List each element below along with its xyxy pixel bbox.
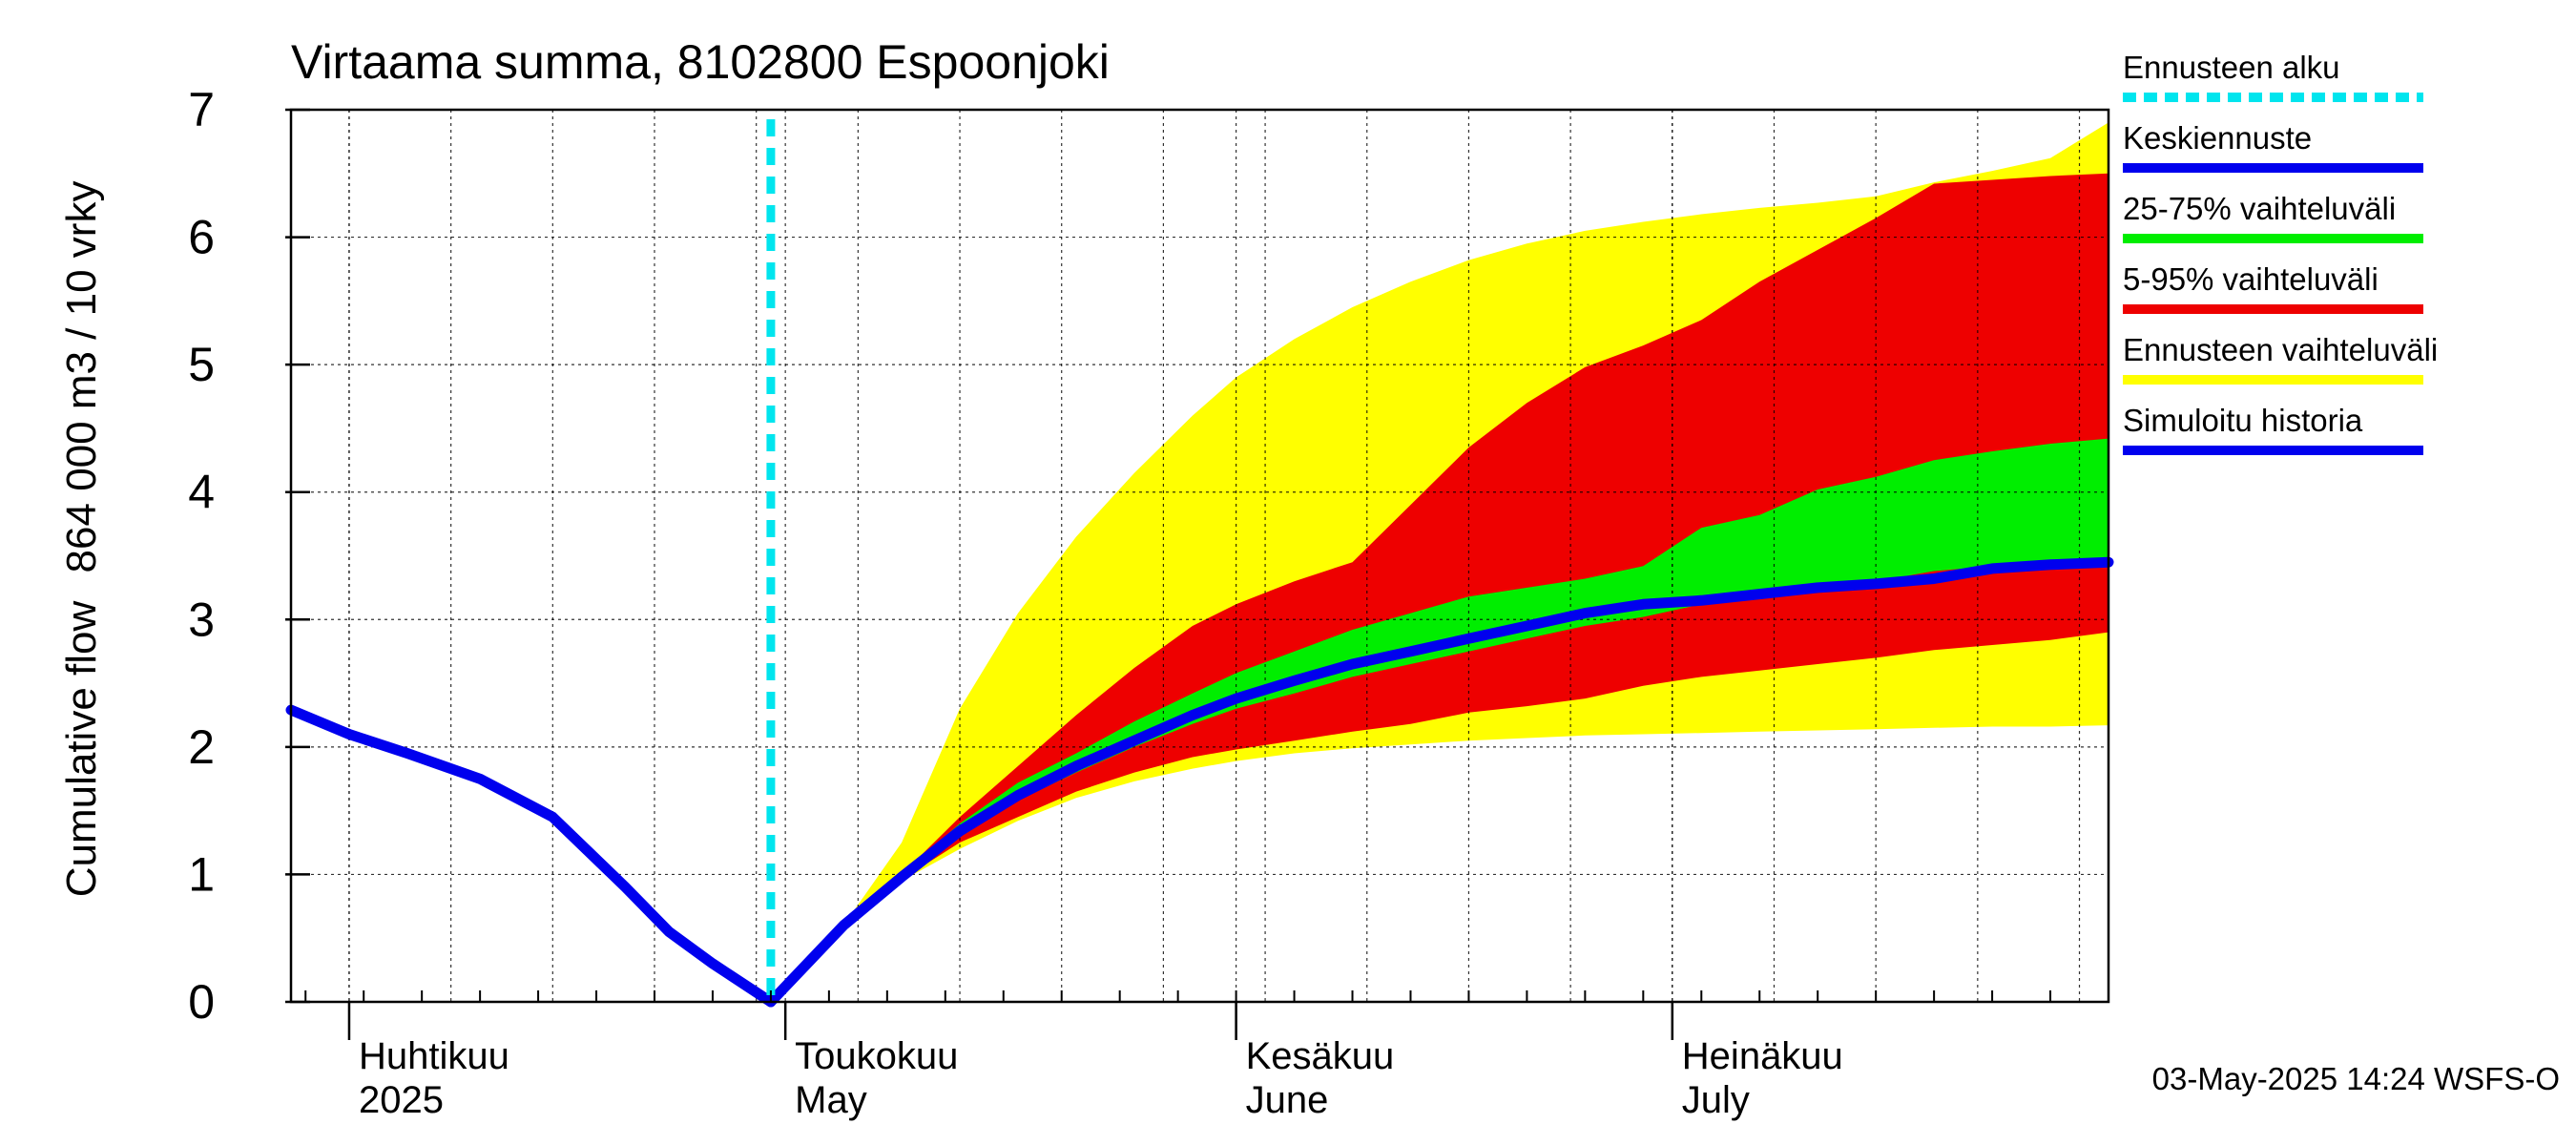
chart-title: Virtaama summa, 8102800 Espoonjoki	[291, 35, 1110, 89]
legend: Ennusteen alku Keskiennuste 25-75% vaihtel…	[2123, 50, 2438, 455]
x-month-label-fi: Huhtikuu	[359, 1035, 509, 1077]
legend-label: Ennusteen vaihteluväli	[2123, 332, 2438, 367]
x-month-label-en: 2025	[359, 1079, 444, 1121]
median-line	[765, 556, 2114, 1008]
plot-frame	[289, 108, 2110, 1004]
y-tick-label: 3	[188, 593, 215, 646]
grid-group	[291, 110, 2109, 1002]
y-axis-label-right: 864 000 m3 / 10 vrky	[58, 181, 105, 573]
y-axis-label-left: Cumulative flow	[58, 601, 105, 898]
x-month-label-fi: Toukokuu	[795, 1035, 958, 1077]
y-tick-label: 2	[188, 720, 215, 774]
history-line	[285, 704, 777, 1008]
legend-label: Keskiennuste	[2123, 120, 2312, 156]
x-month-label-en: June	[1246, 1079, 1329, 1121]
p5-95-area	[770, 173, 2109, 1003]
axes-group: 01234567Huhtikuu2025ToukokuuMayKesäkuuJu…	[188, 83, 2052, 1121]
x-month-label-fi: Heinäkuu	[1682, 1035, 1843, 1077]
y-tick-label: 7	[188, 83, 215, 136]
x-month-label-fi: Kesäkuu	[1246, 1035, 1395, 1077]
y-tick-label: 0	[188, 975, 215, 1029]
legend-label: Ennusteen alku	[2123, 50, 2340, 85]
y-tick-label: 6	[188, 211, 215, 264]
legend-label: Simuloitu historia	[2123, 403, 2363, 438]
x-month-label-en: May	[795, 1079, 867, 1121]
footer-timestamp: 03-May-2025 14:24 WSFS-O	[2152, 1061, 2560, 1096]
legend-label: 25-75% vaihteluväli	[2123, 191, 2396, 226]
line-group	[285, 119, 2114, 1008]
legend-label: 5-95% vaihteluväli	[2123, 261, 2379, 297]
y-tick-label: 5	[188, 338, 215, 391]
x-month-label-en: July	[1682, 1079, 1750, 1121]
y-tick-label: 4	[188, 466, 215, 519]
y-tick-label: 1	[188, 847, 215, 901]
